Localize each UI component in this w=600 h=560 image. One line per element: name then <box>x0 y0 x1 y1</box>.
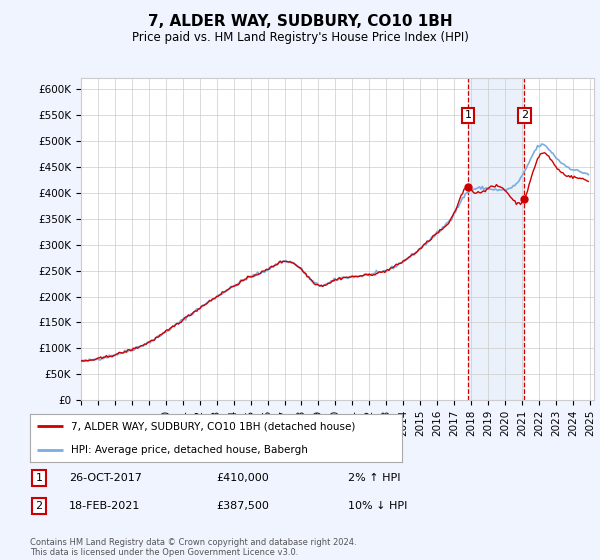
Text: 1: 1 <box>464 110 472 120</box>
Text: 2: 2 <box>521 110 528 120</box>
Text: 2: 2 <box>35 501 43 511</box>
Text: 7, ALDER WAY, SUDBURY, CO10 1BH: 7, ALDER WAY, SUDBURY, CO10 1BH <box>148 14 452 29</box>
Text: 1: 1 <box>35 473 43 483</box>
Text: 26-OCT-2017: 26-OCT-2017 <box>69 473 142 483</box>
Bar <box>468 78 524 400</box>
Text: £387,500: £387,500 <box>216 501 269 511</box>
Text: Price paid vs. HM Land Registry's House Price Index (HPI): Price paid vs. HM Land Registry's House … <box>131 31 469 44</box>
Text: 10% ↓ HPI: 10% ↓ HPI <box>348 501 407 511</box>
Text: HPI: Average price, detached house, Babergh: HPI: Average price, detached house, Babe… <box>71 445 308 455</box>
Text: 18-FEB-2021: 18-FEB-2021 <box>69 501 140 511</box>
Text: £410,000: £410,000 <box>216 473 269 483</box>
Text: Contains HM Land Registry data © Crown copyright and database right 2024.
This d: Contains HM Land Registry data © Crown c… <box>30 538 356 557</box>
Text: 2% ↑ HPI: 2% ↑ HPI <box>348 473 401 483</box>
Text: 7, ALDER WAY, SUDBURY, CO10 1BH (detached house): 7, ALDER WAY, SUDBURY, CO10 1BH (detache… <box>71 421 355 431</box>
